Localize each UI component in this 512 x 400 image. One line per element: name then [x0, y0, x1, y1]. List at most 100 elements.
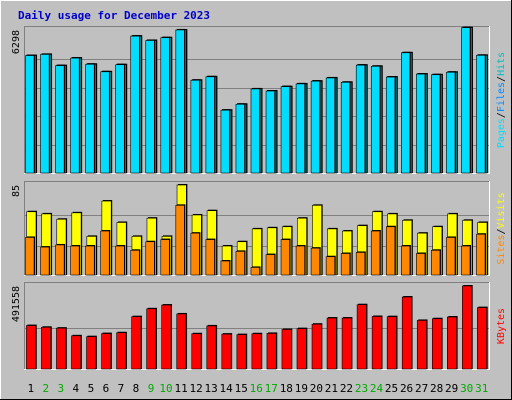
x-axis-day-labels: 1 2 3 4 5 6 7 8 9 10 11 12 13 14 15 16 17 18 19 20 21 22 23 24 2… [27, 382, 488, 395]
hits-panel-legend-part: / [496, 112, 507, 118]
hits-panel-bar-pages [325, 77, 336, 174]
visits-panel-bar-sites [265, 254, 275, 276]
kbytes-panel-bar-kbytes [296, 328, 307, 370]
day-label: 24 [370, 382, 384, 395]
visits-panel-bar-sites [250, 267, 260, 276]
day-label: 4 [73, 382, 80, 395]
kbytes-panel-bar-kbytes [326, 317, 337, 370]
hits-panel-bar-pages [355, 64, 366, 174]
day-label: 27 [415, 382, 428, 395]
day-label: 31 [475, 382, 488, 395]
kbytes-panel-bar-kbytes [266, 333, 277, 370]
kbytes-panel-bar-kbytes [251, 333, 262, 370]
hits-panel-bar-pages [416, 73, 426, 174]
hits-panel-bar-pages [145, 40, 155, 174]
day-label: 5 [88, 382, 95, 395]
visits-panel-bar-sites [160, 239, 170, 276]
day-label: 19 [295, 382, 308, 395]
kbytes-panel-bar-kbytes [311, 323, 322, 370]
day-label: 6 [103, 382, 110, 395]
visits-panel-legend-part: / [496, 228, 507, 234]
visits-panel-bar-sites [85, 245, 95, 276]
hits-panel-bar-pages [25, 55, 35, 174]
hits-panel-legend: Pages/Files/Hits [496, 52, 507, 148]
hits-panel-legend-part: / [496, 76, 507, 82]
kbytes-panel-bar-kbytes [71, 335, 82, 370]
hits-panel-ymax-label: 6298 [11, 30, 22, 54]
kbytes-panel-bar-kbytes [131, 316, 142, 370]
kbytes-panel-bar-kbytes [341, 317, 352, 370]
hits-panel-bar-pages [385, 76, 396, 174]
hits-panel-bar-pages [401, 52, 411, 174]
day-label: 2 [42, 382, 49, 395]
kbytes-panel-bar-kbytes [176, 313, 187, 370]
visits-panel-bar-sites [461, 245, 471, 276]
day-label: 25 [385, 382, 398, 395]
visits-panel-bar-sites [130, 250, 140, 276]
hits-panel-bar-pages [205, 76, 215, 174]
hits-panel-bar-pages [70, 57, 80, 174]
hits-panel-bar-pages [370, 66, 381, 174]
visits-panel-ymax-label: 85 [11, 185, 22, 197]
day-label: 26 [400, 382, 413, 395]
visits-panel-bar-sites [295, 245, 305, 276]
visits-panel-legend-part: Sites [496, 235, 507, 265]
hits-panel-bar-pages [175, 29, 185, 174]
visits-panel-bar-sites [55, 244, 65, 276]
hits-panel-bar-pages [85, 63, 95, 174]
hits-panel-bar-pages [220, 109, 230, 174]
day-label: 17 [265, 382, 278, 395]
day-label: 28 [430, 382, 443, 395]
day-label: 21 [325, 382, 338, 395]
hits-panel-legend-part: Pages [496, 118, 507, 148]
hits-panel-bar-pages [160, 37, 170, 174]
kbytes-panel-ymax-label: 491558 [11, 286, 22, 322]
kbytes-panel-bar-kbytes [431, 318, 442, 370]
kbytes-panel-bar-kbytes [477, 307, 487, 370]
day-label: 18 [280, 382, 293, 395]
hits-panel-bar-pages [446, 71, 456, 174]
kbytes-panel-bar-kbytes [221, 333, 232, 370]
day-label: 1 [27, 382, 34, 395]
visits-panel-bar-sites [205, 239, 215, 276]
hits-panel-bar-pages [130, 35, 140, 174]
visits-panel-bar-sites [340, 253, 351, 276]
visits-panel-bar-sites [145, 241, 155, 276]
hits-panel-bar-pages [295, 83, 305, 174]
hits-panel-bar-pages [100, 71, 110, 174]
kbytes-panel-bar-kbytes [146, 308, 157, 370]
visits-panel-bar-sites [401, 245, 411, 276]
hits-panel-bar-pages [250, 88, 260, 174]
day-label: 23 [355, 382, 368, 395]
visits-panel-legend-part: Visits [496, 192, 507, 228]
visits-panel-bar-sites [476, 233, 486, 276]
kbytes-panel-bar-kbytes [56, 327, 67, 370]
kbytes-panel-bar-kbytes [101, 333, 112, 370]
kbytes-panel-legend: KBytes [496, 308, 507, 344]
kbytes-panel-bar-kbytes [191, 333, 202, 370]
day-label: 20 [310, 382, 323, 395]
hits-panel-bar-pages [40, 54, 50, 174]
kbytes-panel-bar-kbytes [462, 285, 472, 370]
kbytes-panel-bar-kbytes [416, 320, 427, 370]
visits-panel-bar-sites [370, 230, 381, 276]
kbytes-panel-bar-kbytes [281, 329, 292, 370]
hits-panel-bar-pages [280, 86, 290, 174]
day-label: 8 [133, 382, 140, 395]
hits-panel-bar-pages [431, 74, 441, 174]
kbytes-panel-legend-part: KBytes [496, 308, 507, 344]
kbytes-panel-bar-kbytes [386, 316, 397, 370]
visits-panel-bar-sites [175, 205, 185, 276]
hits-panel-legend-part: Hits [496, 52, 507, 76]
day-label: 7 [118, 382, 125, 395]
visits-panel-bar-sites [100, 230, 110, 276]
day-label: 15 [235, 382, 248, 395]
visits-panel-bar-sites [70, 245, 80, 276]
day-label: 29 [445, 382, 458, 395]
visits-panel-bar-sites [446, 237, 456, 276]
hits-panel-bar-pages [265, 90, 275, 174]
kbytes-panel-bar-kbytes [41, 326, 52, 370]
visits-panel-bar-sites [431, 250, 441, 276]
kbytes-panel-bar-kbytes [371, 316, 382, 370]
